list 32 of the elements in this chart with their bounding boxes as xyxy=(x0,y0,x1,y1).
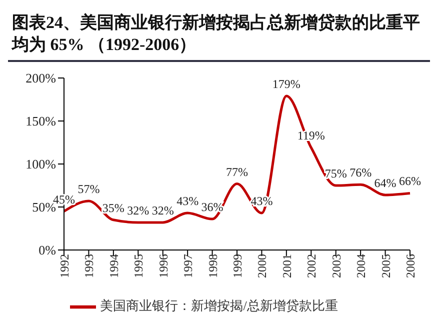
data-label: 32% xyxy=(152,203,174,218)
data-label: 77% xyxy=(226,164,248,179)
y-tick-label: 200% xyxy=(26,70,56,86)
x-tick-label: 1999 xyxy=(230,254,245,278)
x-tick-label: 2003 xyxy=(329,254,344,278)
y-tick-label: 150% xyxy=(26,114,56,129)
y-tick-label: 0% xyxy=(38,242,56,258)
x-tick-label: 1997 xyxy=(181,254,196,278)
data-label: 32% xyxy=(127,203,150,218)
x-tick-label: 1992 xyxy=(58,254,72,278)
x-tick-label: 2002 xyxy=(304,254,319,278)
data-label: 75% xyxy=(324,166,347,180)
x-tick-label: 1993 xyxy=(82,254,96,278)
x-tick-label: 2005 xyxy=(378,254,393,278)
data-label: 64% xyxy=(374,176,396,190)
x-tick-label: 2006 xyxy=(404,254,418,278)
data-label: 43% xyxy=(176,194,199,208)
x-tick-label: 1998 xyxy=(206,254,220,278)
data-label: 179% xyxy=(272,77,300,92)
x-tick-label: 1994 xyxy=(106,254,121,278)
chart-title: 图表24、美国商业银行新增按揭占总新增贷款的比重平均为 65% （1992-2006） xyxy=(8,8,430,62)
y-tick-label: 100% xyxy=(26,156,56,172)
data-label: 76% xyxy=(350,166,372,180)
data-label: 66% xyxy=(399,174,421,188)
data-label: 35% xyxy=(102,200,124,215)
x-tick-label: 1995 xyxy=(132,254,146,278)
x-tick-label: 1996 xyxy=(156,254,170,278)
x-tick-label: 2004 xyxy=(354,254,368,278)
x-tick-label: 2001 xyxy=(280,254,294,278)
data-label: 57% xyxy=(78,182,100,196)
legend-label: 美国商业银行：新增按揭/总新增贷款比重 xyxy=(100,298,338,313)
x-tick-label: 2000 xyxy=(255,254,270,278)
